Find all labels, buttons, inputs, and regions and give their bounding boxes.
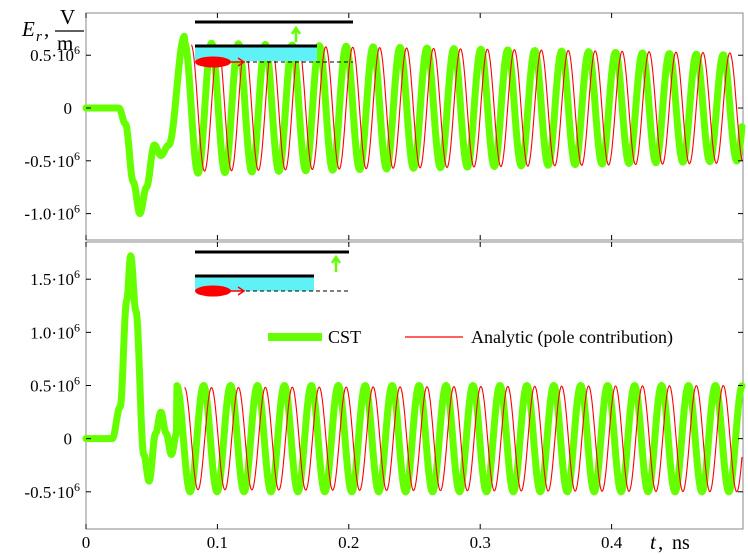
- bottom-y-tick-label: 0.5·106: [30, 374, 80, 396]
- legend: CST Analytic (pole contribution): [268, 327, 673, 348]
- x-label-comma: ,: [658, 530, 663, 554]
- top-y-tick-label: 0: [64, 99, 73, 118]
- top-inset-field-arrow-icon: [290, 25, 302, 42]
- top-inset-schematic: [195, 20, 353, 68]
- x-tick-label: 0: [82, 533, 91, 552]
- y-label-subscript: r: [36, 29, 42, 45]
- bottom-inset-field-arrow-icon: [330, 254, 342, 272]
- top-y-tick-label: -1.0·106: [24, 202, 80, 224]
- top-y-tick-label: -0.5·106: [24, 149, 80, 171]
- top-inset-bunch-arrow-icon: [229, 57, 246, 67]
- bottom-series-analytic: [184, 385, 743, 493]
- x-tick-label: 0.4: [601, 533, 623, 552]
- y-axis-label: E r , V m: [21, 5, 84, 55]
- y-label-unit-numerator: V: [60, 5, 75, 29]
- bottom-panel-curves: [82, 252, 746, 496]
- top-y-tick-label: 0.5·106: [30, 43, 80, 65]
- legend-cst-label: CST: [328, 327, 361, 347]
- top-panel-y-ticks: 0.5·106 0 -0.5·106 -1.0·106: [24, 43, 743, 224]
- x-axis-label: t , ns: [650, 530, 690, 554]
- x-axis-ticks: 0 0.1 0.2 0.3 0.4: [82, 13, 623, 552]
- bottom-y-tick-label: 1.5·106: [30, 267, 80, 289]
- bottom-series-cst: [82, 252, 746, 496]
- top-series-cst: [82, 32, 746, 217]
- bottom-y-tick-label: -0.5·106: [24, 480, 80, 502]
- bottom-y-tick-label: 1.0·106: [30, 320, 80, 342]
- x-tick-label: 0.1: [207, 533, 228, 552]
- top-inset-dielectric: [195, 46, 317, 61]
- bottom-inset-bunch: [195, 285, 231, 297]
- bottom-inset-schematic: [195, 250, 349, 297]
- x-tick-label: 0.3: [470, 533, 491, 552]
- bottom-panel-y-ticks: 1.5·106 1.0·106 0.5·106 0 -0.5·106: [24, 267, 743, 502]
- legend-analytic-label: Analytic (pole contribution): [471, 327, 673, 348]
- y-label-symbol: E: [21, 17, 35, 41]
- y-label-comma: ,: [44, 17, 49, 41]
- top-panel-curves: [82, 32, 746, 217]
- x-label-symbol: t: [650, 530, 657, 554]
- x-label-unit: ns: [672, 532, 690, 554]
- top-series-analytic: [191, 44, 743, 172]
- bottom-inset-bunch-arrow-icon: [229, 286, 246, 296]
- bottom-y-tick-label: 0: [64, 430, 73, 449]
- x-tick-label: 0.2: [338, 533, 359, 552]
- top-inset-bunch: [195, 56, 231, 68]
- y-label-unit-denominator: m: [57, 31, 73, 55]
